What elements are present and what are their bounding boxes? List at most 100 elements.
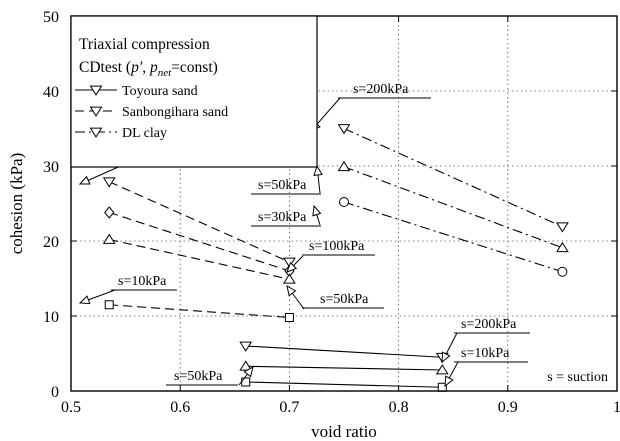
triangle-down-marker xyxy=(555,222,569,233)
suction-callout: s=200kPa xyxy=(441,317,530,364)
y-tick-label: 50 xyxy=(43,9,59,26)
triangle-up-marker xyxy=(102,233,116,244)
callout-arrowhead xyxy=(78,295,91,305)
legend-entry: DL clay xyxy=(75,126,167,141)
series-toyoura xyxy=(241,377,447,392)
legend-entry: Toyoura sand xyxy=(75,84,198,99)
x-tick-label: 0.5 xyxy=(61,399,81,416)
legend-title-line2: CDtest (p′, pnet=const) xyxy=(79,59,218,79)
legend-title-pnet-sub: net xyxy=(158,67,172,79)
suction-callout: s=10kPa xyxy=(78,274,177,305)
series-line xyxy=(343,166,563,249)
suction-callout: s=50kPa xyxy=(166,366,254,386)
legend-title-p: p′ xyxy=(130,59,143,76)
square-marker xyxy=(104,300,114,310)
legend-title-suffix: =const) xyxy=(171,59,218,76)
x-tick-label: 0.9 xyxy=(498,399,518,416)
y-tick-label: 40 xyxy=(43,84,59,101)
suction-label: s=50kPa xyxy=(174,369,223,384)
triangle-down-marker xyxy=(239,341,253,352)
series-dlclay xyxy=(337,124,569,233)
triangle-down-marker xyxy=(89,106,103,117)
suction-note: s = suction xyxy=(547,370,608,385)
series-dlclay xyxy=(337,160,569,253)
annotation-group: s=200kPa s=100kPa s=50kPa s=10kPa s=200kPa s=… xyxy=(78,82,530,388)
circle-marker xyxy=(339,197,349,207)
series-sanbongihara xyxy=(102,177,296,268)
series-line xyxy=(109,304,290,319)
legend: Triaxial compression CDtest (p′, pnet=co… xyxy=(70,15,318,168)
series-line xyxy=(109,211,290,272)
square-marker xyxy=(284,313,294,322)
x-tick-label: 0.6 xyxy=(170,399,190,416)
legend-entry: Sanbongihara sand xyxy=(75,105,228,120)
legend-title-comma: , xyxy=(142,59,150,76)
legend-entries: Toyoura sand Sanbongihara sand DL clay xyxy=(75,84,228,141)
series-line xyxy=(245,365,443,371)
suction-label: s=10kPa xyxy=(461,346,510,361)
legend-entry-label: Toyoura sand xyxy=(122,84,198,99)
suction-label: s=200kPa xyxy=(353,82,409,97)
series-group xyxy=(102,124,569,392)
series-toyoura xyxy=(239,360,449,375)
callout-arrowhead xyxy=(78,175,91,185)
triangle-down-marker xyxy=(102,177,116,188)
series-dlclay xyxy=(339,197,568,277)
suction-label: s=30kPa xyxy=(258,210,307,225)
suction-label: s=10kPa xyxy=(118,274,167,289)
legend-title-prefix: CDtest ( xyxy=(79,59,131,76)
triangle-up-marker xyxy=(435,364,449,375)
callout-arrowhead xyxy=(312,204,322,217)
diamond-marker xyxy=(104,206,115,219)
suction-callout: s=50kPa xyxy=(286,285,384,310)
y-tick-label: 10 xyxy=(43,309,59,326)
suction-callout: s=50kPa xyxy=(251,164,323,195)
legend-entry-label: DL clay xyxy=(122,126,167,141)
triangle-up-marker xyxy=(282,273,296,284)
triangle-up-marker xyxy=(239,360,253,371)
suction-callout: s=200kPa xyxy=(310,82,431,132)
series-sanbongihara xyxy=(104,300,294,322)
y-tick-label: 30 xyxy=(43,159,59,176)
callout-arrowhead xyxy=(286,285,297,297)
suction-label: s=50kPa xyxy=(320,292,369,307)
y-tick-label: 20 xyxy=(43,234,59,251)
triangle-down-marker xyxy=(337,124,351,135)
y-tick-label: 0 xyxy=(51,384,59,401)
series-line xyxy=(108,181,290,263)
x-tick-label: 0.8 xyxy=(389,399,409,416)
circle-marker xyxy=(557,266,568,277)
suction-callout: s=10kPa xyxy=(444,346,528,388)
x-tick-label: 0.7 xyxy=(279,399,299,416)
suction-callout: s=30kPa xyxy=(251,204,322,227)
triangle-up-marker xyxy=(555,241,569,253)
series-sanbongihara xyxy=(102,233,296,284)
series-line xyxy=(245,381,443,388)
series-line xyxy=(343,201,563,273)
callout-arrowhead xyxy=(286,261,298,273)
plot-frame xyxy=(70,15,618,392)
suction-label: s=100kPa xyxy=(309,239,365,254)
x-axis-label: void ratio xyxy=(311,422,377,441)
x-tick-label: 1 xyxy=(613,399,620,416)
legend-title-pnet: p xyxy=(149,59,158,76)
legend-box xyxy=(70,15,318,168)
series-toyoura xyxy=(239,341,449,364)
triangle-up-marker xyxy=(337,160,351,172)
series-line xyxy=(245,345,443,358)
legend-title-line1: Triaxial compression xyxy=(79,36,210,53)
suction-callout: s=100kPa xyxy=(286,239,375,273)
callout-arrowhead xyxy=(444,375,454,388)
suction-label: s=50kPa xyxy=(258,178,307,193)
triangle-down-marker xyxy=(89,127,103,138)
legend-entry-label: Sanbongihara sand xyxy=(122,105,228,120)
suction-label: s=200kPa xyxy=(461,317,517,332)
callout-arrowhead xyxy=(313,164,323,176)
series-line xyxy=(109,238,290,280)
triangle-down-marker xyxy=(89,85,103,96)
callout-arrowhead xyxy=(441,351,451,364)
callout-arrowhead xyxy=(243,366,254,378)
triangle-down-marker xyxy=(282,257,296,268)
